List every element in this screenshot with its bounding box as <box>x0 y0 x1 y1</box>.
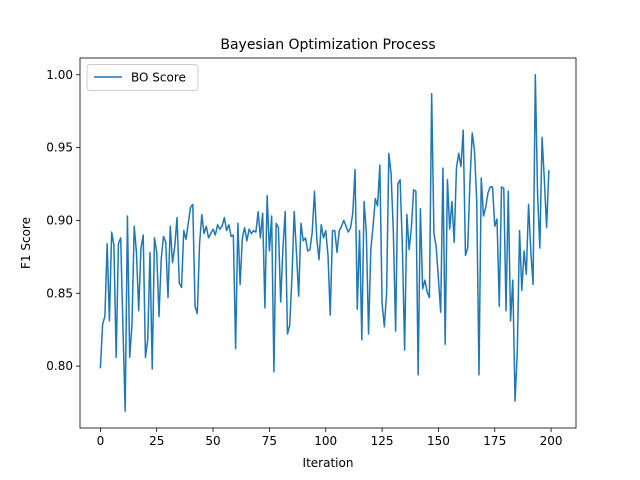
plot-content <box>99 74 550 412</box>
y-axis: 0.80 0.85 0.90 0.95 1.00 <box>46 68 80 373</box>
x-tick-label: 100 <box>314 434 337 448</box>
y-tick-label: 1.00 <box>46 68 73 82</box>
plot-frame <box>79 57 577 429</box>
x-axis: 0 25 50 75 100 125 150 175 200 <box>97 428 563 448</box>
x-tick-label: 125 <box>371 434 394 448</box>
x-tick-label: 25 <box>149 434 164 448</box>
x-axis-label: Iteration <box>303 456 354 470</box>
legend-box <box>86 64 199 91</box>
legend: BO Score <box>86 64 199 91</box>
x-tick-label: 200 <box>540 434 563 448</box>
x-tick-label: 175 <box>483 434 506 448</box>
series-line-0 <box>99 74 550 412</box>
legend-label: BO Score <box>131 71 186 85</box>
y-tick-label: 0.95 <box>46 141 73 155</box>
x-tick-label: 0 <box>97 434 105 448</box>
x-tick-label: 75 <box>262 434 277 448</box>
y-axis-label: F1 Score <box>19 217 33 269</box>
y-tick-label: 0.90 <box>46 213 73 227</box>
x-tick-label: 150 <box>427 434 450 448</box>
chart-title: Bayesian Optimization Process <box>220 37 435 53</box>
y-tick-label: 0.85 <box>46 286 73 300</box>
x-tick-label: 50 <box>205 434 220 448</box>
y-tick-label: 0.80 <box>46 359 73 373</box>
